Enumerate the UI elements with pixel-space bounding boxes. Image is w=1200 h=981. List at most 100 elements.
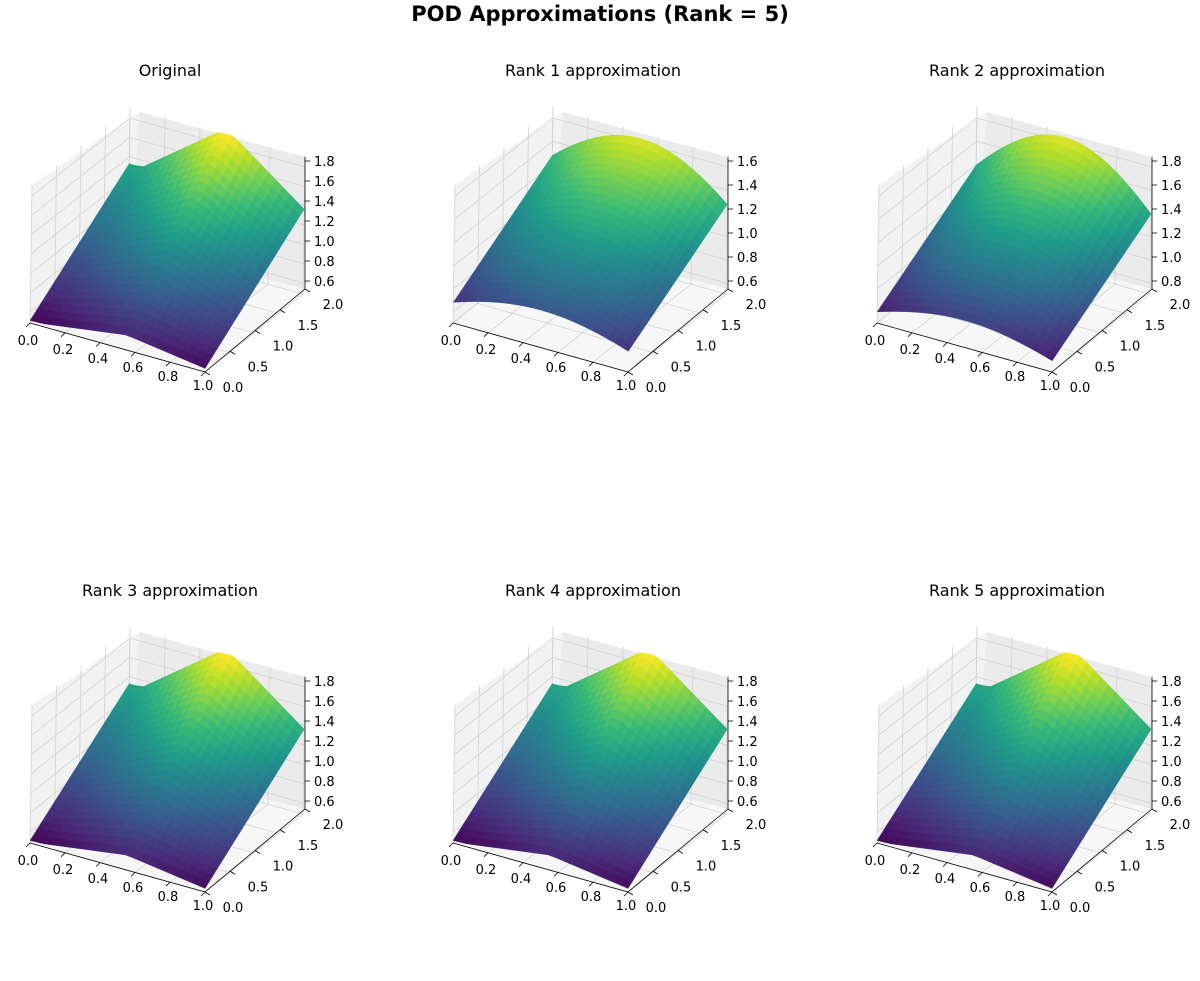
y-tick	[229, 870, 236, 875]
y-tick-label: 2.0	[746, 818, 767, 833]
grid-line	[454, 140, 553, 220]
grid-line	[454, 637, 554, 717]
grid-line	[31, 156, 130, 235]
x-tick-label: 0.2	[900, 343, 921, 358]
x-tick	[200, 891, 206, 897]
grid-line	[31, 637, 131, 717]
y-tick	[702, 309, 709, 314]
y-tick	[1076, 870, 1083, 875]
x-tick	[483, 852, 489, 858]
x-tick-label: 1.0	[616, 379, 637, 394]
z-tick-label: 1.0	[314, 235, 335, 250]
y-tick	[1101, 330, 1108, 334]
x-tick-label: 0.4	[935, 872, 956, 887]
z-tick-label: 1.2	[1161, 227, 1182, 242]
y-tick	[627, 891, 634, 896]
axis-labels: 0.0 0.2 0.4 0.6 0.8 1.0 0.0 0.5 1.0 1.5 2.0 0.8 1.0 1…	[865, 155, 1191, 396]
y-tick	[279, 309, 286, 314]
y-tick	[727, 288, 734, 293]
z-tick-label: 1.8	[737, 675, 758, 690]
z-tick-label: 1.2	[314, 735, 335, 750]
y-tick-label: 0.5	[1095, 360, 1116, 375]
y-tick	[254, 850, 261, 854]
x-tick	[872, 322, 878, 328]
axis-labels: 0.0 0.2 0.4 0.6 0.8 1.0 0.0 0.5 1.0 1.5 2.0 0.6 0.8 1…	[18, 675, 344, 916]
x-tick-label: 0.2	[900, 863, 921, 878]
x-tick	[483, 332, 489, 338]
x-tick	[942, 342, 948, 347]
z-tick-label: 1.4	[737, 715, 758, 730]
x-tick	[130, 352, 136, 357]
surface-facet	[29, 833, 42, 843]
z-tick-label: 0.8	[737, 251, 758, 266]
y-tick-label: 0.0	[646, 901, 667, 916]
y-tick	[279, 829, 286, 834]
x-tick	[1012, 881, 1018, 887]
x-tick-label: 0.6	[546, 881, 567, 896]
x-tick-label: 0.0	[441, 854, 462, 869]
z-tick-label: 1.4	[1161, 715, 1182, 730]
y-tick-label: 0.5	[671, 360, 692, 375]
z-tick-label: 1.6	[737, 155, 758, 170]
y-tick	[1076, 350, 1083, 355]
x-axis-line	[876, 322, 1053, 373]
x-tick	[907, 852, 913, 858]
z-tick-label: 1.8	[314, 155, 335, 170]
x-tick	[977, 352, 983, 357]
subplot-rank-2: Rank 2 approximation 0.0 0.2 0.4 0.6 0.8 1.0 0…	[847, 0, 1200, 420]
grid-line	[30, 175, 130, 255]
z-tick-label: 0.6	[314, 795, 335, 810]
x-tick-label: 0.0	[18, 854, 39, 869]
z-tick-label: 1.2	[737, 735, 758, 750]
y-tick	[627, 371, 634, 376]
x-tick-label: 0.8	[158, 370, 179, 385]
z-tick-label: 1.2	[1161, 735, 1182, 750]
x-tick-label: 0.4	[88, 872, 109, 887]
x-tick	[553, 352, 559, 357]
y-tick-label: 0.5	[248, 360, 269, 375]
grid-line	[31, 137, 130, 216]
grid-line	[31, 117, 131, 197]
y-tick-label: 0.5	[248, 880, 269, 895]
y-tick-label: 1.5	[1145, 319, 1166, 334]
y-tick-label: 2.0	[1170, 818, 1191, 833]
y-tick-label: 0.0	[646, 381, 667, 396]
y-tick	[254, 330, 261, 334]
y-tick	[1051, 371, 1058, 376]
y-tick	[229, 350, 236, 355]
z-tick-label: 1.8	[1161, 155, 1182, 170]
x-tick	[518, 862, 524, 867]
x-tick	[165, 361, 171, 367]
y-tick-label: 1.5	[721, 319, 742, 334]
x-tick	[518, 342, 524, 347]
y-tick-label: 2.0	[323, 818, 344, 833]
grid-line	[454, 676, 553, 755]
z-tick-label: 1.0	[1161, 755, 1182, 770]
y-tick	[1101, 850, 1108, 854]
surface-mesh	[452, 652, 728, 889]
grid-line	[878, 140, 977, 220]
figure-title: POD Approximations (Rank = 5)	[411, 2, 789, 26]
x-tick	[588, 881, 594, 887]
y-tick	[702, 829, 709, 834]
x-tick	[623, 371, 629, 377]
axis-labels: 0.0 0.2 0.4 0.6 0.8 1.0 0.0 0.5 1.0 1.5 2.0 0.6 0.8 1…	[441, 675, 767, 916]
y-tick-label: 2.0	[323, 298, 344, 313]
surface-plot: 0.0 0.2 0.4 0.6 0.8 1.0 0.0 0.5 1.0 1.5 2.0 0.6 0.8 1…	[18, 626, 344, 916]
x-tick	[60, 852, 66, 858]
grid-line	[878, 676, 977, 755]
x-tick-label: 0.4	[511, 352, 532, 367]
x-tick	[623, 891, 629, 897]
grid-line	[453, 695, 553, 775]
y-tick-label: 1.0	[273, 340, 294, 355]
subplot-title: Rank 4 approximation	[505, 581, 681, 600]
x-tick-label: 0.2	[53, 863, 74, 878]
side-pane	[453, 632, 563, 843]
y-tick-label: 1.5	[721, 839, 742, 854]
x-tick-label: 1.0	[1040, 899, 1061, 914]
y-tick-label: 1.5	[1145, 839, 1166, 854]
x-tick-label: 0.2	[476, 343, 497, 358]
surface-mesh	[876, 134, 1152, 362]
y-tick-label: 1.5	[298, 839, 319, 854]
surface-mesh	[452, 134, 728, 352]
